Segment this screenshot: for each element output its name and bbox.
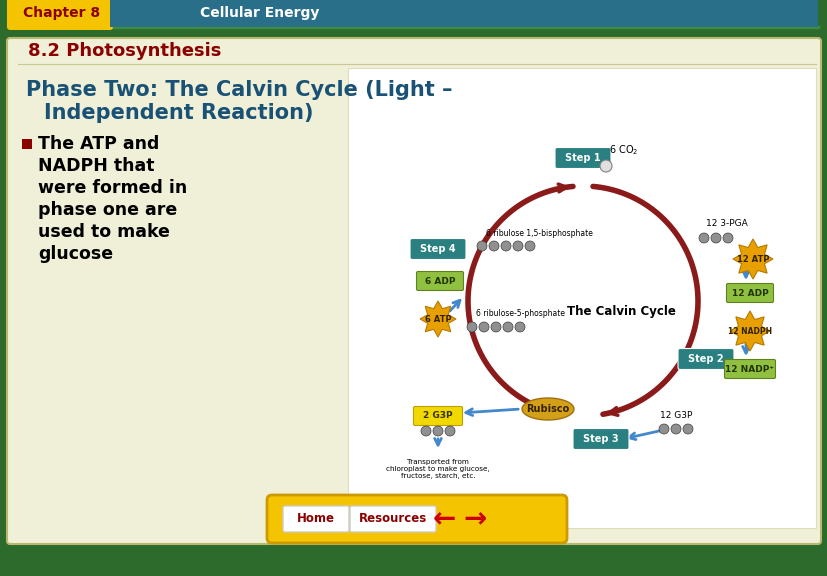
Text: Step 2: Step 2 [687, 354, 723, 364]
Text: The ATP and: The ATP and [38, 135, 159, 153]
Circle shape [600, 160, 611, 172]
Text: The Calvin Cycle: The Calvin Cycle [566, 305, 675, 317]
FancyBboxPatch shape [413, 407, 462, 426]
FancyBboxPatch shape [409, 238, 466, 260]
FancyBboxPatch shape [110, 0, 817, 27]
FancyBboxPatch shape [572, 429, 629, 449]
Text: →: → [463, 505, 486, 533]
Text: Transported from
chloroplast to make glucose,
fructose, starch, etc.: Transported from chloroplast to make glu… [385, 459, 490, 479]
Circle shape [722, 233, 732, 243]
Text: 12 NADPH: 12 NADPH [727, 327, 771, 335]
FancyBboxPatch shape [7, 0, 112, 30]
FancyBboxPatch shape [416, 271, 463, 290]
Circle shape [513, 241, 523, 251]
FancyBboxPatch shape [266, 495, 566, 543]
Text: Phase Two: The Calvin Cycle (Light –: Phase Two: The Calvin Cycle (Light – [26, 80, 452, 100]
Text: Independent Reaction): Independent Reaction) [44, 103, 313, 123]
Text: 6 CO$_2$: 6 CO$_2$ [609, 143, 638, 157]
Polygon shape [732, 239, 772, 279]
Circle shape [476, 241, 486, 251]
Circle shape [433, 426, 442, 436]
Circle shape [698, 233, 708, 243]
Text: 12 3-PGA: 12 3-PGA [705, 218, 747, 228]
Circle shape [682, 424, 692, 434]
Text: Step 4: Step 4 [419, 244, 455, 254]
Circle shape [524, 241, 534, 251]
Text: Rubisco: Rubisco [526, 404, 569, 414]
Text: Home: Home [297, 513, 335, 525]
Circle shape [479, 322, 489, 332]
Text: 12 G3P: 12 G3P [659, 411, 691, 420]
Text: used to make: used to make [38, 223, 170, 241]
Text: ←: ← [432, 505, 455, 533]
Circle shape [658, 424, 668, 434]
Text: 8.2 Photosynthesis: 8.2 Photosynthesis [28, 42, 221, 60]
Circle shape [670, 424, 680, 434]
FancyBboxPatch shape [725, 283, 772, 302]
Text: 6 ATP: 6 ATP [424, 314, 451, 324]
FancyBboxPatch shape [724, 359, 775, 378]
Circle shape [514, 322, 524, 332]
Text: 12 ATP: 12 ATP [736, 255, 768, 263]
Circle shape [710, 233, 720, 243]
Text: Resources: Resources [358, 513, 427, 525]
Text: Chapter 8: Chapter 8 [23, 6, 100, 20]
Ellipse shape [521, 398, 573, 420]
Text: glucose: glucose [38, 245, 113, 263]
Text: 2 G3P: 2 G3P [423, 411, 452, 420]
Circle shape [444, 426, 455, 436]
Text: Cellular Energy: Cellular Energy [200, 6, 319, 20]
FancyBboxPatch shape [554, 147, 610, 169]
FancyBboxPatch shape [7, 38, 820, 544]
Polygon shape [419, 301, 456, 337]
Text: phase one are: phase one are [38, 201, 177, 219]
FancyBboxPatch shape [347, 68, 815, 528]
Circle shape [466, 322, 476, 332]
Circle shape [420, 426, 431, 436]
Text: Step 1: Step 1 [565, 153, 600, 163]
Text: 12 ADP: 12 ADP [731, 289, 767, 297]
FancyBboxPatch shape [22, 139, 32, 149]
FancyBboxPatch shape [677, 348, 733, 369]
Circle shape [489, 241, 499, 251]
Circle shape [490, 322, 500, 332]
Polygon shape [729, 311, 769, 351]
Text: 6 ribulose 1,5-bisphosphate: 6 ribulose 1,5-bisphosphate [485, 229, 592, 237]
FancyBboxPatch shape [350, 506, 436, 532]
Text: NADPH that: NADPH that [38, 157, 155, 175]
Text: 6 ADP: 6 ADP [424, 276, 455, 286]
FancyBboxPatch shape [283, 506, 348, 532]
Circle shape [502, 322, 513, 332]
Text: 12 NADP⁺: 12 NADP⁺ [724, 365, 773, 373]
Text: 6 ribulose-5-phosphate: 6 ribulose-5-phosphate [476, 309, 564, 317]
Text: were formed in: were formed in [38, 179, 187, 197]
Text: Step 3: Step 3 [582, 434, 618, 444]
Circle shape [500, 241, 510, 251]
